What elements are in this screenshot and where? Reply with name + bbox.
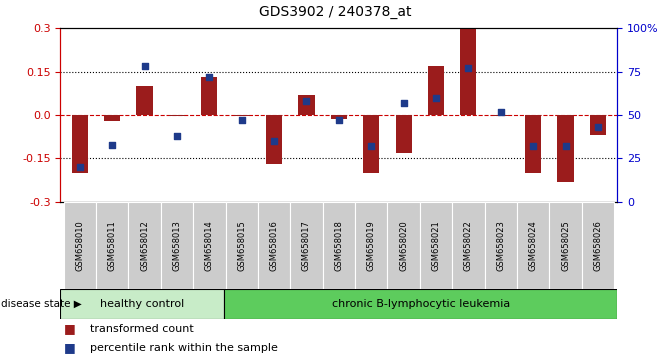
Bar: [128, 202, 161, 289]
Bar: [493, 115, 509, 116]
Bar: [136, 86, 153, 115]
Point: [139, 64, 150, 69]
Bar: [331, 115, 347, 119]
Bar: [363, 115, 379, 173]
Point: [431, 95, 442, 101]
Bar: [258, 202, 291, 289]
Text: ■: ■: [64, 322, 75, 335]
Point: [463, 65, 474, 71]
Bar: [60, 289, 224, 319]
Bar: [161, 202, 193, 289]
Bar: [225, 202, 258, 289]
Text: GSM658024: GSM658024: [529, 220, 537, 270]
Bar: [266, 115, 282, 164]
Bar: [525, 115, 541, 173]
Text: disease state ▶: disease state ▶: [1, 298, 81, 308]
Bar: [96, 202, 128, 289]
Bar: [558, 115, 574, 182]
Bar: [550, 202, 582, 289]
Text: GSM658018: GSM658018: [334, 220, 344, 270]
Bar: [201, 78, 217, 115]
Text: GSM658023: GSM658023: [497, 220, 505, 270]
Point: [592, 124, 603, 130]
Text: healthy control: healthy control: [100, 298, 185, 309]
Text: GSM658021: GSM658021: [431, 220, 440, 270]
Text: GDS3902 / 240378_at: GDS3902 / 240378_at: [259, 5, 412, 19]
Point: [528, 143, 539, 149]
Point: [236, 118, 247, 123]
Bar: [428, 66, 444, 115]
Bar: [169, 115, 185, 116]
Point: [495, 109, 506, 114]
Point: [268, 138, 279, 144]
Text: GSM658013: GSM658013: [172, 220, 181, 270]
Point: [74, 164, 85, 170]
Bar: [395, 115, 412, 153]
Text: GSM658014: GSM658014: [205, 220, 214, 270]
Bar: [234, 115, 250, 116]
Text: GSM658016: GSM658016: [270, 220, 278, 270]
Bar: [64, 202, 96, 289]
Bar: [291, 202, 323, 289]
Bar: [387, 202, 420, 289]
Bar: [323, 202, 355, 289]
Bar: [460, 28, 476, 115]
Text: GSM658011: GSM658011: [108, 220, 117, 270]
Bar: [484, 202, 517, 289]
Bar: [104, 115, 120, 121]
Bar: [452, 202, 484, 289]
Text: GSM658015: GSM658015: [238, 220, 246, 270]
Bar: [72, 115, 88, 173]
Text: GSM658026: GSM658026: [593, 220, 603, 270]
Text: GSM658022: GSM658022: [464, 220, 473, 270]
Text: GSM658025: GSM658025: [561, 220, 570, 270]
Bar: [590, 115, 606, 135]
Text: GSM658017: GSM658017: [302, 220, 311, 270]
Point: [107, 142, 117, 147]
Point: [172, 133, 183, 139]
Point: [399, 100, 409, 106]
Point: [301, 98, 312, 104]
Bar: [355, 202, 387, 289]
Text: ■: ■: [64, 341, 75, 354]
Bar: [582, 202, 614, 289]
Bar: [299, 95, 315, 115]
Point: [366, 143, 376, 149]
Bar: [420, 202, 452, 289]
Point: [204, 74, 215, 80]
Text: GSM658020: GSM658020: [399, 220, 408, 270]
Bar: [193, 202, 225, 289]
Bar: [517, 202, 550, 289]
Text: transformed count: transformed count: [91, 324, 194, 333]
Bar: [224, 289, 617, 319]
Text: percentile rank within the sample: percentile rank within the sample: [91, 343, 278, 353]
Point: [560, 143, 571, 149]
Text: GSM658019: GSM658019: [367, 220, 376, 270]
Text: GSM658010: GSM658010: [75, 220, 85, 270]
Text: GSM658012: GSM658012: [140, 220, 149, 270]
Point: [333, 118, 344, 123]
Text: chronic B-lymphocytic leukemia: chronic B-lymphocytic leukemia: [331, 298, 510, 309]
